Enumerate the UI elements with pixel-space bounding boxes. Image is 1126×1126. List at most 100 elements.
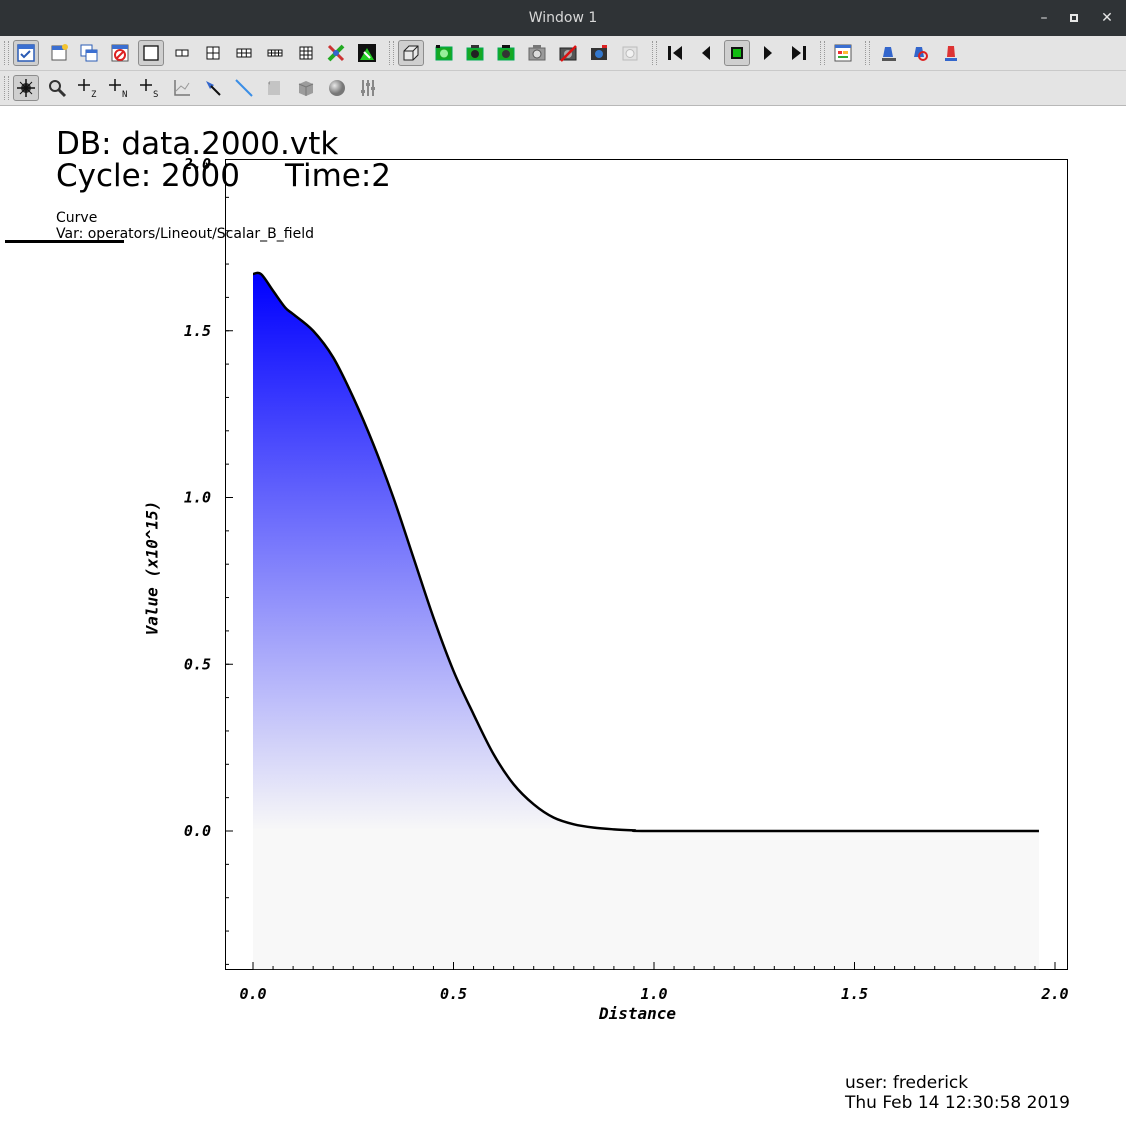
node-pick-button[interactable]: N: [107, 75, 133, 101]
sphere-tool-button[interactable]: [324, 75, 350, 101]
layout-2x4-button[interactable]: [262, 40, 288, 66]
box-tool-icon: [298, 81, 314, 96]
lock-view-button[interactable]: [354, 40, 380, 66]
first-frame-icon: [668, 46, 682, 60]
delete-window-button[interactable]: [107, 40, 133, 66]
pick-lineout-3-icon: [945, 46, 957, 61]
lock-view-icon: [358, 44, 376, 62]
legend-var: Var: operators/Lineout/Scalar_B_field: [56, 226, 314, 242]
layout-2x4-icon: [267, 49, 283, 57]
legend-title: Curve: [56, 210, 98, 226]
layout-3x3-icon: [299, 46, 313, 60]
view-3d-button[interactable]: [398, 40, 424, 66]
stop-button[interactable]: [724, 40, 750, 66]
y-tick-label: 0.0: [184, 822, 211, 840]
main-toolbar: [0, 36, 1126, 71]
camera-green-3-button[interactable]: [493, 40, 519, 66]
y-tick-label: 1.0: [184, 489, 211, 507]
camera-faded-icon: [622, 46, 638, 61]
date-label: Thu Feb 14 12:30:58 2019: [845, 1093, 1070, 1113]
layout-1x1-icon: [143, 45, 159, 61]
next-frame-icon: [764, 46, 772, 60]
new-window-button[interactable]: [46, 40, 72, 66]
close-button[interactable]: ✕: [1097, 8, 1117, 28]
previous-frame-button[interactable]: [693, 40, 719, 66]
time-label: Time:2: [285, 158, 392, 194]
navigate-button[interactable]: [13, 75, 39, 101]
pick-arrow-button[interactable]: [200, 75, 226, 101]
maximize-button[interactable]: [1064, 8, 1084, 28]
toolbar-separator: [865, 41, 870, 65]
box-tool-button[interactable]: [293, 75, 319, 101]
view-3d-icon: [403, 45, 419, 61]
x-tick-label: 0.5: [440, 985, 467, 1003]
node-pick-label: N: [122, 90, 127, 99]
clone-window-icon: [80, 44, 98, 62]
line-tool-button[interactable]: [231, 75, 257, 101]
active-window-button[interactable]: [13, 40, 39, 66]
zoom-button[interactable]: [44, 75, 70, 101]
camera-red-button[interactable]: [555, 40, 581, 66]
x-tick-label: 0.0: [239, 985, 266, 1003]
last-frame-button[interactable]: [786, 40, 812, 66]
toolbar-grip[interactable]: [4, 76, 9, 100]
minimize-button[interactable]: –: [1034, 8, 1054, 28]
title-bar: Window 1 – ✕: [0, 0, 1126, 36]
point-tool-button[interactable]: [355, 75, 381, 101]
camera-blue-button[interactable]: [586, 40, 612, 66]
pick-lineout-2-icon: [914, 47, 928, 61]
pick-lineout-2-button[interactable]: [907, 40, 933, 66]
camera-green-3-icon: [497, 45, 515, 61]
x-tick-label: 1.5: [841, 985, 868, 1003]
camera-green-1-icon: [435, 45, 453, 61]
layout-2x3-button[interactable]: [231, 40, 257, 66]
close-icon: ✕: [1101, 10, 1113, 26]
new-window-icon: [51, 44, 68, 61]
spreadsheet-pick-icon: S: [140, 79, 158, 99]
camera-green-1-button[interactable]: [431, 40, 457, 66]
interaction-toolbar: Z N S: [0, 71, 1126, 106]
lineout-axes-button[interactable]: [169, 75, 195, 101]
active-window-icon: [17, 44, 35, 62]
pick-lineout-1-icon: [882, 47, 896, 61]
x-tick-label: 1.0: [640, 985, 667, 1003]
spin-button[interactable]: [323, 40, 349, 66]
toolbar-separator: [389, 41, 394, 65]
pick-lineout-1-button[interactable]: [876, 40, 902, 66]
first-frame-button[interactable]: [662, 40, 688, 66]
camera-faded-button[interactable]: [617, 40, 643, 66]
sphere-tool-icon: [329, 80, 345, 96]
plane-tool-button[interactable]: [262, 75, 288, 101]
camera-gray-button[interactable]: [524, 40, 550, 66]
layout-1x2-button[interactable]: [169, 40, 195, 66]
minimize-icon: –: [1040, 10, 1048, 26]
y-axis-label: Value (x10^15): [142, 500, 162, 636]
x-tick-label: 2.0: [1040, 985, 1068, 1003]
previous-frame-icon: [702, 46, 710, 60]
pick-lineout-3-button[interactable]: [938, 40, 964, 66]
last-frame-icon: [792, 46, 806, 60]
y-tick-label: 0.5: [184, 655, 211, 673]
spin-icon: [327, 44, 345, 62]
y-tick-label: 2.0: [183, 155, 211, 173]
layout-3x3-button[interactable]: [293, 40, 319, 66]
next-frame-button[interactable]: [755, 40, 781, 66]
layout-1x2-icon: [175, 49, 189, 57]
point-tool-icon: [361, 80, 375, 96]
layout-1x1-button[interactable]: [138, 40, 164, 66]
camera-blue-icon: [591, 45, 607, 60]
curve-line: [252, 271, 1039, 833]
layout-2x2-button[interactable]: [200, 40, 226, 66]
database-label: DB: data.2000.vtk: [56, 126, 339, 162]
toolbar-grip[interactable]: [4, 41, 9, 65]
camera-green-2-button[interactable]: [462, 40, 488, 66]
spreadsheet-pick-button[interactable]: S: [138, 75, 164, 101]
zoom-icon: [49, 80, 67, 98]
legend-line-swatch: [5, 240, 124, 243]
zone-pick-button[interactable]: Z: [76, 75, 102, 101]
stop-icon: [731, 47, 743, 59]
clone-window-button[interactable]: [76, 40, 102, 66]
plot-list-button[interactable]: [830, 40, 856, 66]
y-tick-label: 1.5: [184, 322, 211, 340]
